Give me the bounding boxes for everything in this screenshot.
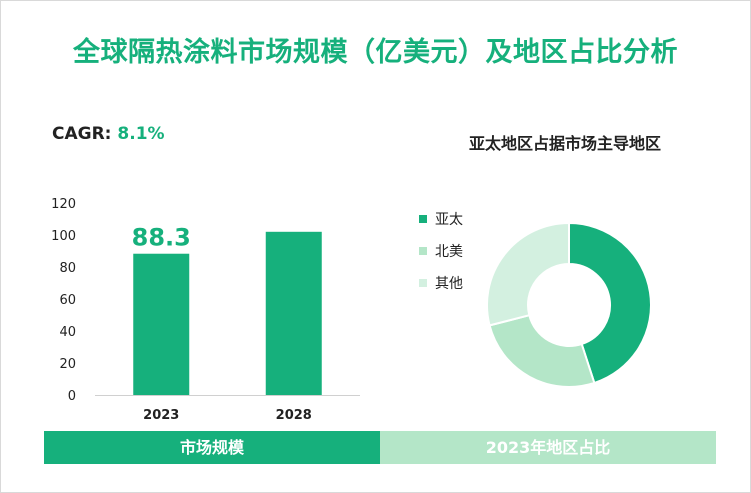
legend-swatch	[419, 247, 427, 255]
y-tick-label: 40	[59, 325, 76, 340]
bar-data-label: 88.3	[132, 224, 191, 252]
x-tick-label: 2023	[143, 408, 179, 423]
donut-slice-2	[488, 313, 596, 388]
cagr-value: 8.1%	[117, 124, 165, 144]
x-tick-label: 2028	[276, 408, 312, 423]
cagr-label-text: CAGR:	[52, 124, 118, 144]
legend-label: 其他	[435, 276, 463, 292]
page-title: 全球隔热涂料市场规模（亿美元）及地区占比分析	[73, 37, 678, 68]
pie-chart-footer: 2023年地区占比	[380, 431, 716, 464]
y-tick-label: 0	[68, 389, 76, 404]
bar-2023	[133, 253, 190, 395]
y-tick-label: 100	[51, 229, 76, 244]
bar-chart-footer: 市场规模	[44, 431, 380, 464]
legend-swatch	[419, 279, 427, 287]
legend-label: 北美	[435, 244, 463, 260]
y-tick-label: 120	[51, 197, 76, 212]
donut-chart-title: 亚太地区占据市场主导地区	[468, 134, 661, 153]
legend-label: 亚太	[435, 212, 463, 228]
bar-2028	[265, 231, 322, 395]
y-tick-label: 20	[59, 357, 76, 372]
donut-slice-3	[486, 221, 570, 327]
cagr-label: CAGR: 8.1%	[52, 124, 165, 144]
legend-swatch	[419, 215, 427, 223]
y-tick-label: 80	[59, 261, 76, 276]
y-tick-label: 60	[59, 293, 76, 308]
donut-slice-1	[568, 221, 652, 385]
